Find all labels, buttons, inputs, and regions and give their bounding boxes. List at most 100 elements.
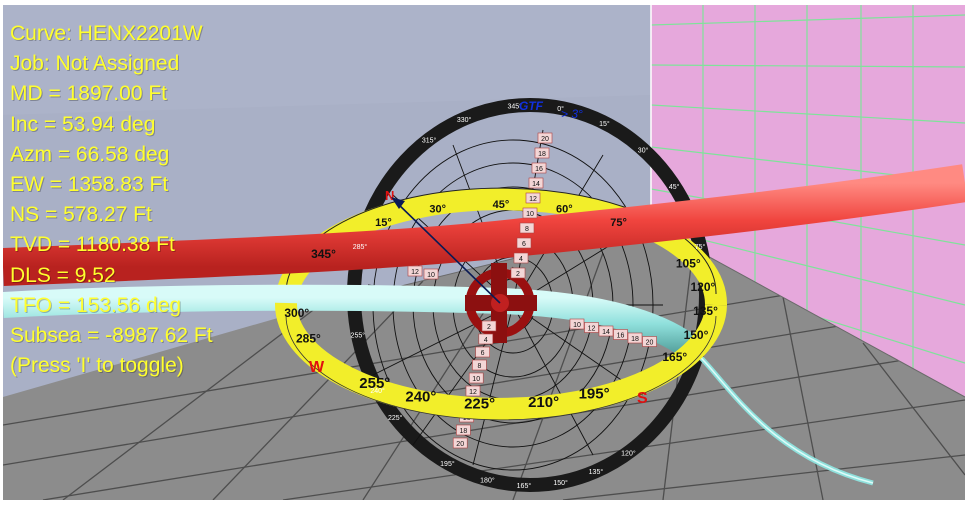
info-line: Curve: HENX2201W <box>10 22 203 45</box>
cardinal-w: W <box>309 359 325 376</box>
scale-down-label: 6 <box>481 350 485 357</box>
scale-down-label-box <box>468 372 484 384</box>
toolface-label: 240° <box>370 387 385 395</box>
compass-label: 255° <box>359 375 390 392</box>
compass-label: 240° <box>405 388 436 405</box>
info-line: TFO = 153.56 deg <box>10 293 182 317</box>
gtf-label: GTF <box>519 99 544 113</box>
cardinal-n: N <box>385 188 394 203</box>
scale-down-label: 2 <box>487 324 491 331</box>
toolface-label: 285° <box>353 243 368 251</box>
info-line: MD = 1897.00 Ft <box>10 82 167 106</box>
gtf-threshold: > 3° <box>561 107 583 121</box>
3d-viewport[interactable]: 20 18 16 14 12 10 8 6 4 2 2 4 6 8 10 12 14 16 18 20 10 12 14… <box>3 5 965 500</box>
scale-down-label-box <box>456 424 471 436</box>
compass-label: 225° <box>464 396 495 413</box>
scale-down-label-box <box>478 333 494 345</box>
info-line: DLS = 9.52 <box>10 263 116 287</box>
scale-down-label-box <box>465 385 481 397</box>
scale-down-label: 8 <box>477 363 481 370</box>
scale-down-label-box <box>481 320 497 332</box>
toolface-label: 120° <box>621 450 636 458</box>
scale-up-label-box <box>519 222 535 234</box>
scale-up-label-box <box>525 192 541 204</box>
scale-up-label: 20 <box>541 136 549 143</box>
compass-label: 285° <box>296 331 321 345</box>
scale-up-label: 4 <box>519 256 523 263</box>
scale-up-label: 18 <box>538 151 546 158</box>
scale-right-label: 20 <box>646 340 654 347</box>
compass-label: 345° <box>311 247 336 261</box>
scale-right-label-box <box>569 318 585 330</box>
scale-up-label: 16 <box>535 166 543 173</box>
scale-right-label: 10 <box>573 322 581 329</box>
scale-up-label: 12 <box>529 196 537 203</box>
toolface-label: 165° <box>517 482 532 490</box>
cardinal-s: S <box>637 390 648 407</box>
compass-label: 120° <box>690 280 715 294</box>
toolface-label: 75° <box>695 243 706 251</box>
scale-right-label: 18 <box>631 336 639 343</box>
compass-label: 150° <box>684 328 709 342</box>
toolface-label: 45° <box>669 183 680 191</box>
compass-label: 300° <box>284 306 309 320</box>
scale-up-label: 8 <box>525 226 529 233</box>
toolface-label: 225° <box>388 414 403 422</box>
toolface-label: 180° <box>480 476 495 484</box>
scale-down-label: 10 <box>472 376 480 383</box>
toolface-label: 345° <box>507 103 522 111</box>
compass-ring-front <box>274 302 727 421</box>
toolface-label: 330° <box>457 116 472 124</box>
toolface-arrow <box>391 197 501 304</box>
compass-label: 15° <box>375 217 392 229</box>
info-line: Azm = 66.58 deg <box>10 142 170 166</box>
scale-up-label-box <box>537 132 553 144</box>
scale-up-label: 2 <box>516 271 520 278</box>
scale-down-label: 12 <box>469 389 477 396</box>
scale-up-label-box <box>522 207 538 219</box>
scale-vertical-up: 20 18 16 14 12 10 8 6 4 2 <box>510 132 553 279</box>
compass-label: 30° <box>429 204 446 216</box>
scale-up-label-box <box>531 162 547 174</box>
scale-up-label-box <box>510 267 526 279</box>
scale-right-label: 12 <box>588 326 596 333</box>
toolface-label: 135° <box>589 468 604 476</box>
scale-up-label-box <box>534 147 550 159</box>
info-line: EW = 1358.83 Ft <box>10 173 169 197</box>
cyan-wellbore <box>3 284 874 486</box>
toolface-label: 315° <box>422 136 437 144</box>
scale-up-label: 10 <box>526 211 534 218</box>
toolface-label: 150° <box>553 479 568 487</box>
toolface-label: 30° <box>638 147 649 155</box>
toolface-label: 0° <box>557 105 564 113</box>
scale-up-label: 14 <box>532 181 540 188</box>
scale-horizontal: 10 12 14 16 18 20 <box>569 318 657 347</box>
scale-left-label-box <box>407 265 423 277</box>
compass-label: 45° <box>493 199 510 211</box>
compass-label: 210° <box>528 394 559 411</box>
scale-up-label-box <box>513 252 529 264</box>
scale-left-label: 12 <box>411 269 419 276</box>
toolface-label: 195° <box>440 460 455 468</box>
scale-left-label: 10 <box>427 272 435 279</box>
scale-right-label-box <box>584 322 599 333</box>
toolface-label: 15° <box>599 120 610 128</box>
scale-right-label-box <box>598 325 614 337</box>
info-line: TVD = 1180.38 Ft <box>10 233 175 257</box>
compass-label: 105° <box>676 257 701 271</box>
well-info-overlay: Curve: HENX2201W Job: Not Assigned MD = 18… <box>10 19 213 381</box>
info-line: Subsea = -8987.62 Ft <box>10 324 213 348</box>
compass-label: 195° <box>579 385 610 402</box>
scale-right-label: 14 <box>602 329 610 336</box>
toolface-label: 255° <box>351 332 366 340</box>
scale-down-label: 18 <box>460 428 468 435</box>
scale-down-label: 4 <box>484 337 488 344</box>
scale-left: 10 12 <box>407 265 439 280</box>
compass-label: 165° <box>662 350 687 364</box>
red-wellbore <box>3 164 965 286</box>
scale-down-label-box <box>472 359 487 371</box>
scale-down-label-box <box>475 346 490 358</box>
scale-right-label: 16 <box>617 333 625 340</box>
scale-right-label-box <box>627 332 643 344</box>
